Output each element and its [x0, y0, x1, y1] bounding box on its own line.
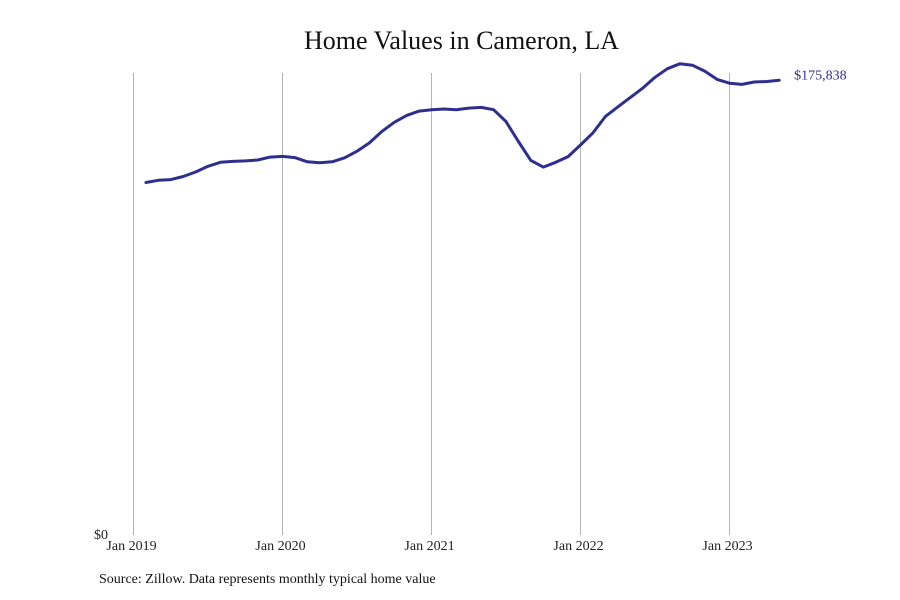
y-tick-label: $0	[94, 528, 108, 543]
gridlines	[133, 73, 730, 535]
series-line	[144, 62, 781, 184]
series-layer: $175,838	[144, 62, 847, 184]
end-value-label: $175,838	[794, 68, 847, 83]
axis-labels: Jan 2019 Jan 2020 Jan 2021 Jan 2022 Jan 2023…	[94, 528, 753, 554]
source-note: Source: Zillow. Data represents monthly …	[99, 572, 436, 587]
x-tick-label: Jan 2020	[255, 539, 305, 554]
chart-title: Home Values in Cameron, LA	[303, 26, 620, 55]
x-tick-label: Jan 2023	[702, 539, 752, 554]
x-tick-label: Jan 2019	[106, 539, 156, 554]
x-tick-label: Jan 2021	[404, 539, 454, 554]
x-tick-label: Jan 2022	[553, 539, 603, 554]
